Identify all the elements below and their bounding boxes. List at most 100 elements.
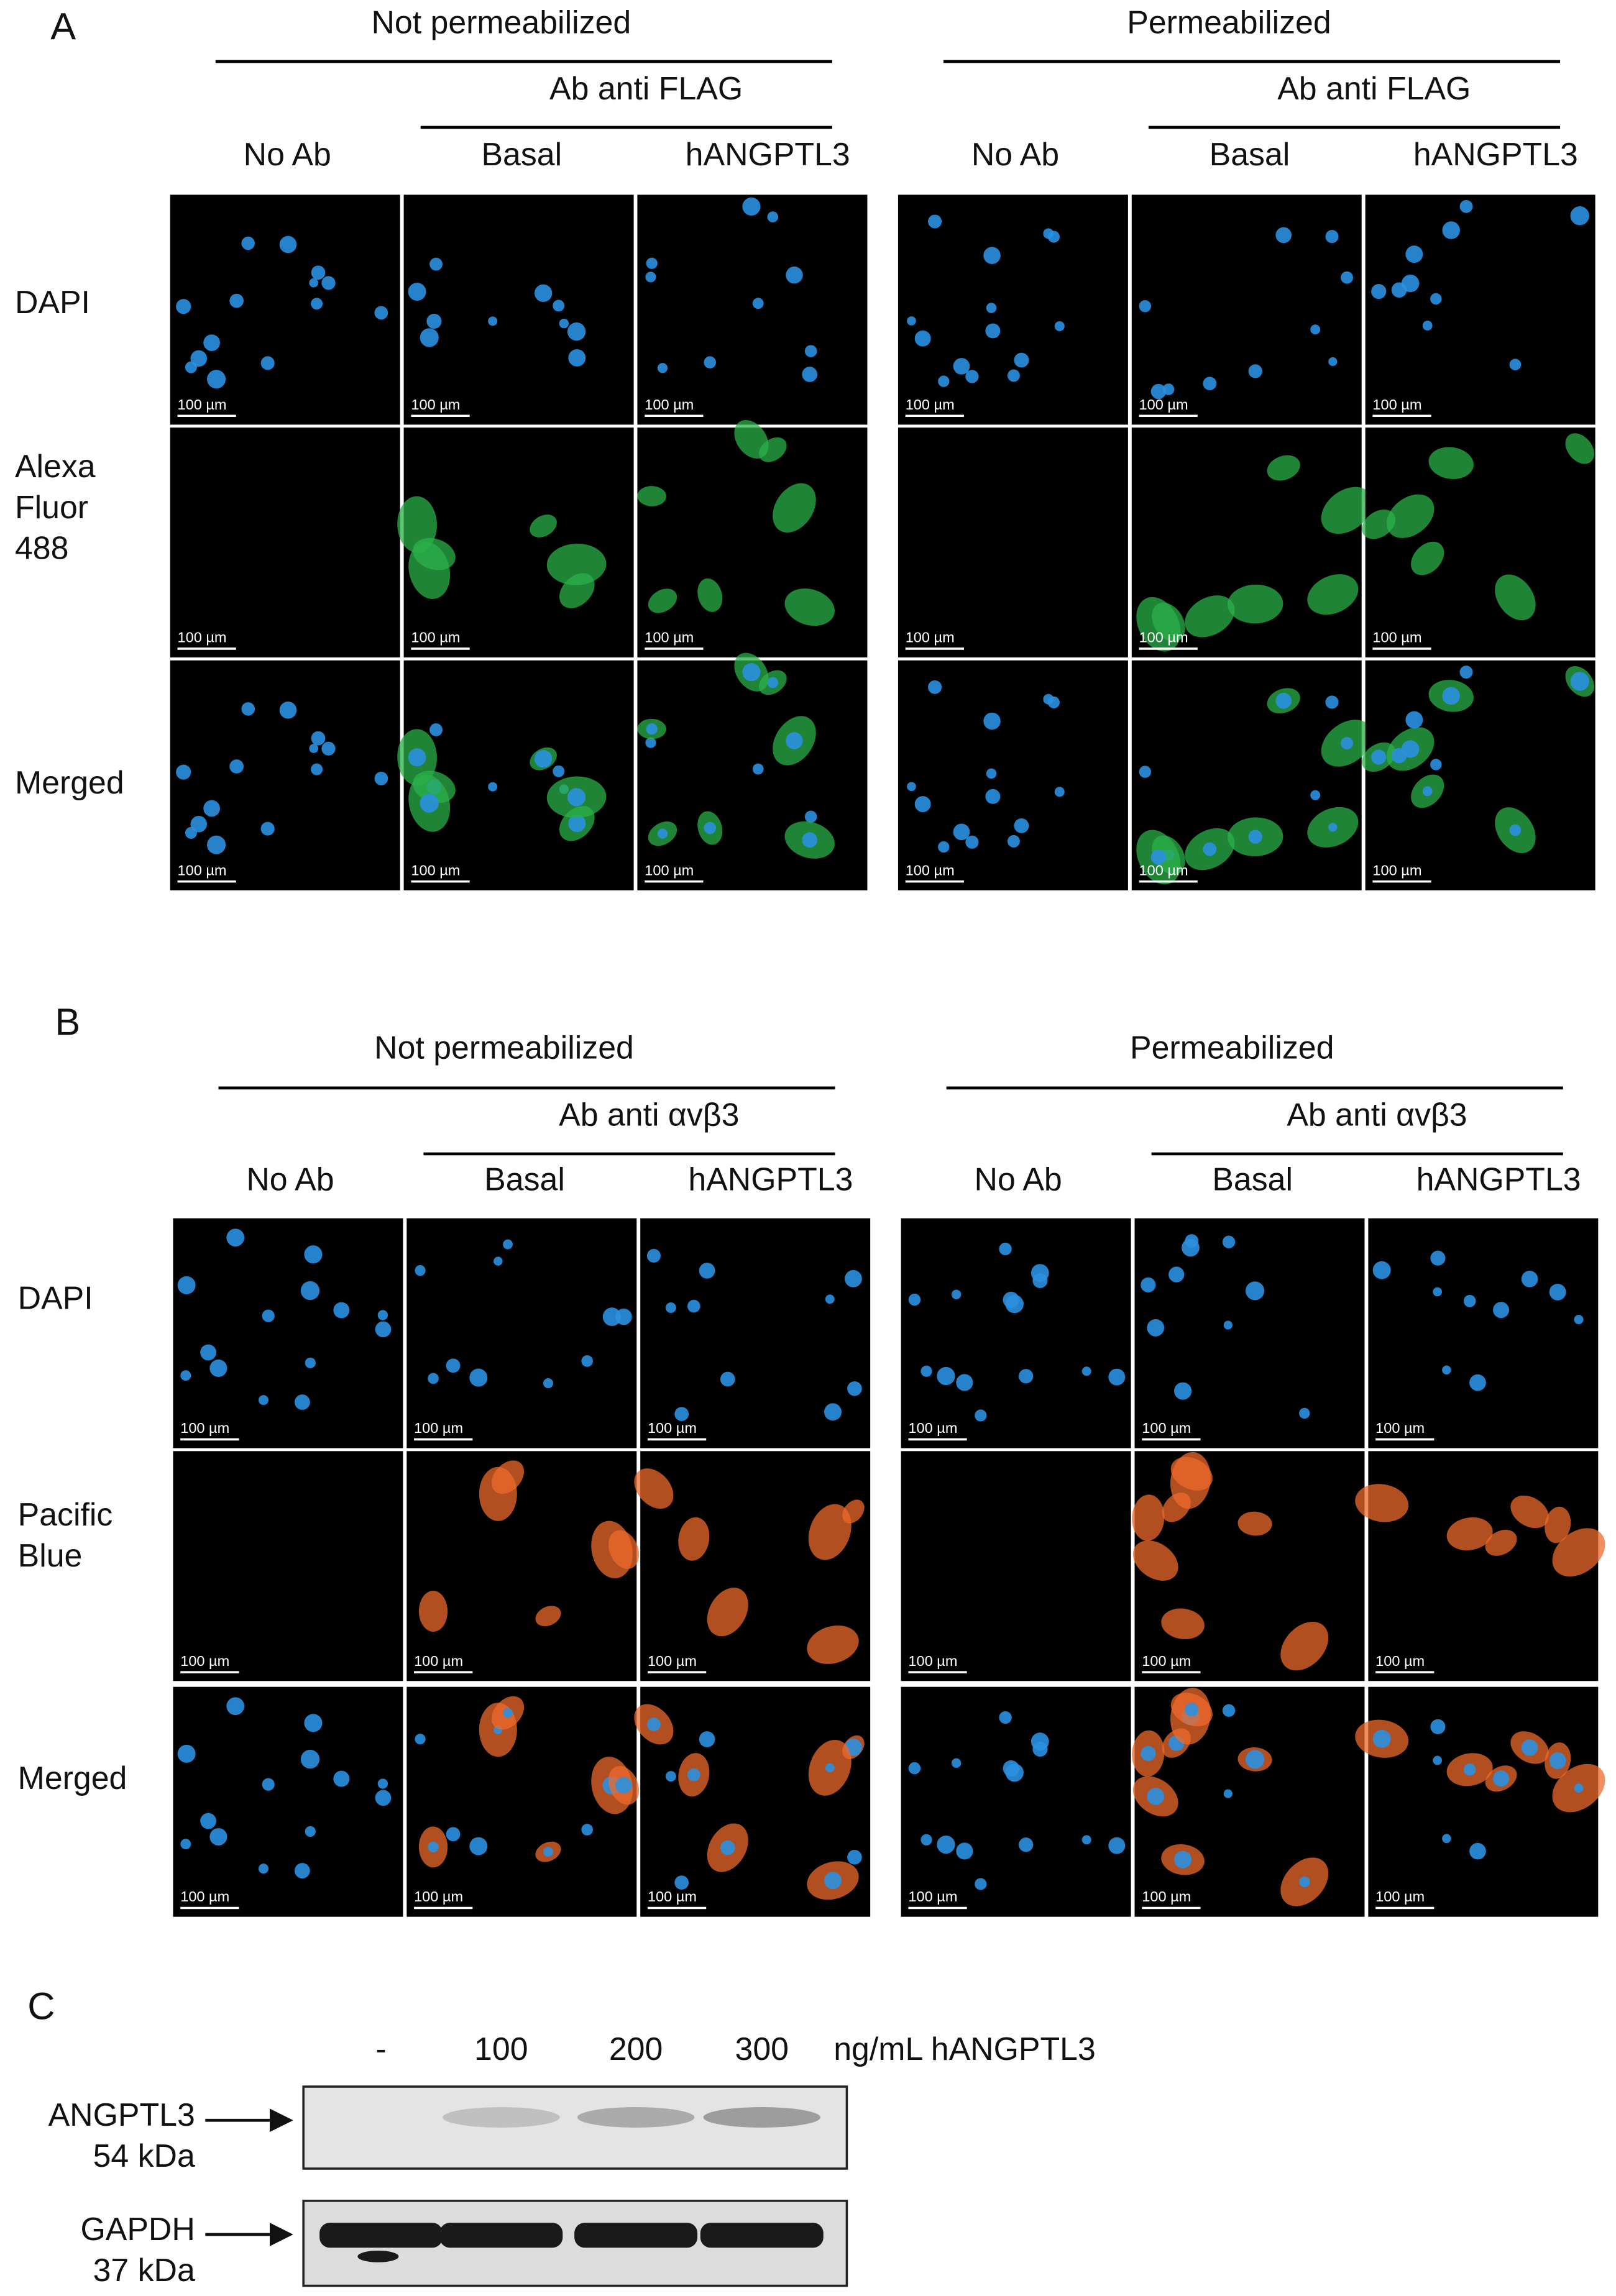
nucleus [1032, 1741, 1048, 1757]
nucleus [207, 370, 226, 389]
scale-bar-label: 100 µm [1372, 629, 1421, 646]
nucleus [1442, 1365, 1451, 1374]
micrograph: 100 µm [397, 428, 634, 658]
scale-bar-label: 100 µm [411, 862, 460, 878]
cell-stain [530, 515, 557, 537]
cell-stain [707, 1588, 748, 1637]
nucleus [1275, 227, 1292, 244]
nucleus [1430, 1250, 1446, 1266]
nucleus [965, 370, 979, 383]
group-header: Permeabilized [1130, 1029, 1334, 1065]
scale-bar-label: 100 µm [1372, 862, 1421, 878]
nucleus [1081, 1835, 1091, 1845]
nucleus [956, 1374, 973, 1391]
cell-stain [784, 588, 835, 626]
nucleus [975, 1409, 987, 1422]
micrograph: 100 µm [898, 194, 1128, 425]
cell-stain [637, 486, 667, 506]
nucleus [752, 298, 764, 309]
cell-stain [1386, 494, 1435, 538]
micrograph-field [173, 1451, 403, 1681]
cell-stain [808, 1504, 852, 1560]
cell-stain [1228, 584, 1283, 624]
blot-strip [302, 2085, 848, 2170]
nucleus [262, 1778, 275, 1791]
nucleus [615, 1777, 632, 1794]
column-label: Basal [1212, 1161, 1293, 1197]
column-label: No Ab [246, 1161, 334, 1197]
nucleus [999, 1242, 1012, 1256]
nucleus [1442, 1834, 1451, 1844]
micrograph: 100 µm [901, 1686, 1131, 1917]
micrograph-field [1134, 1218, 1365, 1448]
nucleus [907, 782, 916, 792]
micrograph: 100 µm [634, 1451, 871, 1681]
nucleus [200, 1813, 217, 1829]
nucleus [553, 300, 565, 312]
cell-stain [418, 1591, 448, 1632]
scale-bar-label: 100 µm [1375, 1420, 1425, 1436]
nucleus [938, 841, 950, 853]
micrograph-field [173, 1218, 403, 1448]
cell-stain [608, 1530, 640, 1570]
scale-bar-label: 100 µm [906, 629, 955, 646]
nucleus [646, 257, 658, 269]
nucleus [321, 741, 336, 756]
nucleus [786, 266, 803, 284]
nucleus [937, 1835, 955, 1854]
nucleus [1442, 687, 1460, 705]
nucleus [294, 1394, 310, 1410]
micrograph: 100 µm [637, 419, 868, 658]
nucleus [1108, 1368, 1126, 1386]
nucleus [1341, 271, 1354, 284]
nucleus [200, 1344, 217, 1361]
micrograph-field [403, 194, 634, 425]
nucleus [1341, 737, 1354, 749]
band-size: 54 kDa [93, 2138, 195, 2174]
nucleus [657, 828, 668, 839]
cell-stain [1485, 1529, 1517, 1556]
nucleus [1371, 749, 1387, 765]
nucleus [333, 1302, 350, 1319]
cell-stain [1132, 1494, 1165, 1541]
nucleus [1570, 672, 1589, 691]
micrograph: 100 µm [634, 1686, 871, 1917]
nucleus [241, 702, 255, 716]
nucleus [1245, 1281, 1265, 1301]
nucleus [1422, 786, 1433, 797]
nucleus [226, 1228, 245, 1247]
antibody-label: Ab anti αvβ3 [1287, 1097, 1467, 1133]
nucleus [1493, 1770, 1510, 1787]
cell-stain [734, 419, 769, 459]
micrograph-field [901, 1686, 1131, 1917]
nucleus [985, 323, 1001, 339]
nucleus [965, 835, 979, 849]
cell-stain [1411, 541, 1444, 575]
nucleus [1469, 1374, 1486, 1391]
nucleus [908, 1762, 921, 1775]
nucleus [985, 789, 1001, 804]
nucleus [1463, 1763, 1476, 1776]
nucleus [1310, 790, 1321, 800]
micrograph-field [170, 428, 400, 658]
nucleus [802, 832, 818, 848]
nucleus [699, 1263, 715, 1279]
scale-bar-label: 100 µm [906, 862, 955, 878]
nucleus [665, 1771, 676, 1782]
cell-stain [1321, 487, 1373, 534]
nucleus [503, 1239, 513, 1250]
nucleus [1372, 1729, 1391, 1748]
nucleus [180, 1370, 191, 1381]
blot-band [443, 2107, 560, 2128]
scale-bar-label: 100 µm [648, 1653, 697, 1669]
nucleus [847, 1381, 862, 1396]
band-name: ANGPTL3 [48, 2097, 195, 2133]
nucleus [1570, 206, 1589, 226]
group-header: Not permeabilized [371, 4, 631, 40]
blot-band [577, 2107, 695, 2128]
nucleus [956, 1842, 973, 1860]
nucleus [446, 1827, 461, 1842]
nucleus [180, 1839, 191, 1850]
nucleus [1108, 1837, 1126, 1854]
